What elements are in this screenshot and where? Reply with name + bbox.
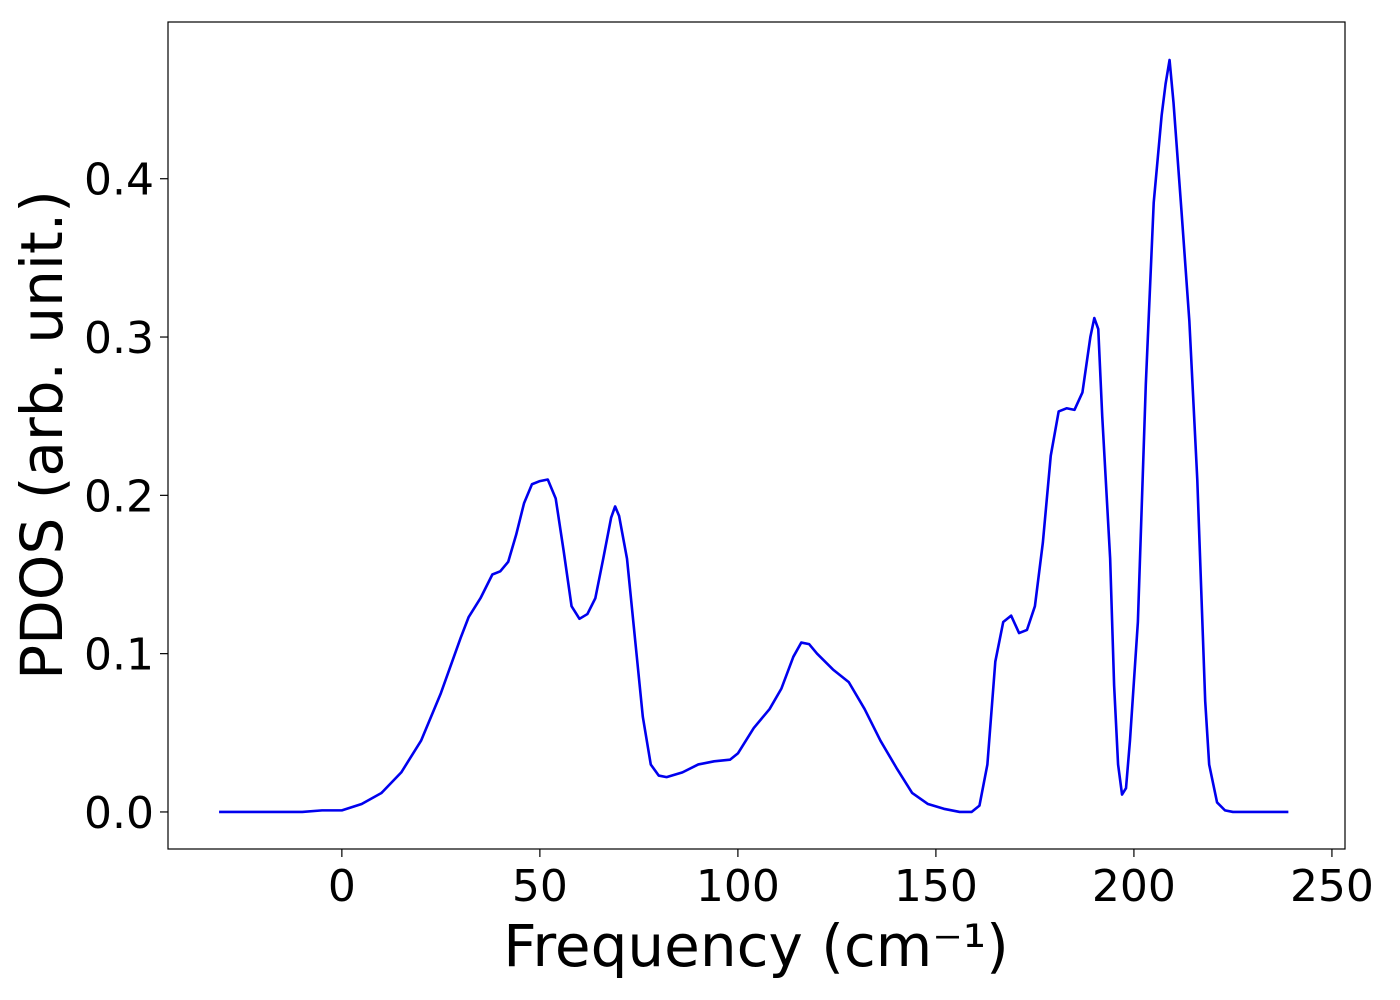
x-tick-label: 0 [328, 861, 356, 912]
data-line [219, 58, 1289, 814]
x-tick-label: 250 [1290, 861, 1374, 912]
x-tick-label: 100 [696, 861, 780, 912]
plot-frame [167, 21, 1346, 850]
y-tick-label: 0.4 [84, 155, 154, 206]
y-tick-label: 0.2 [84, 471, 154, 522]
x-axis-label: Frequency (cm⁻¹) [503, 912, 1009, 980]
x-tick-label: 200 [1092, 861, 1176, 912]
y-axis-label: PDOS (arb. unit.) [8, 190, 76, 680]
x-tick-label: 50 [512, 861, 568, 912]
y-tick-label: 0.1 [84, 630, 154, 681]
y-tick-label: 0.3 [84, 313, 154, 364]
y-tick-label: 0.0 [84, 788, 154, 839]
x-tick-label: 150 [894, 861, 978, 912]
